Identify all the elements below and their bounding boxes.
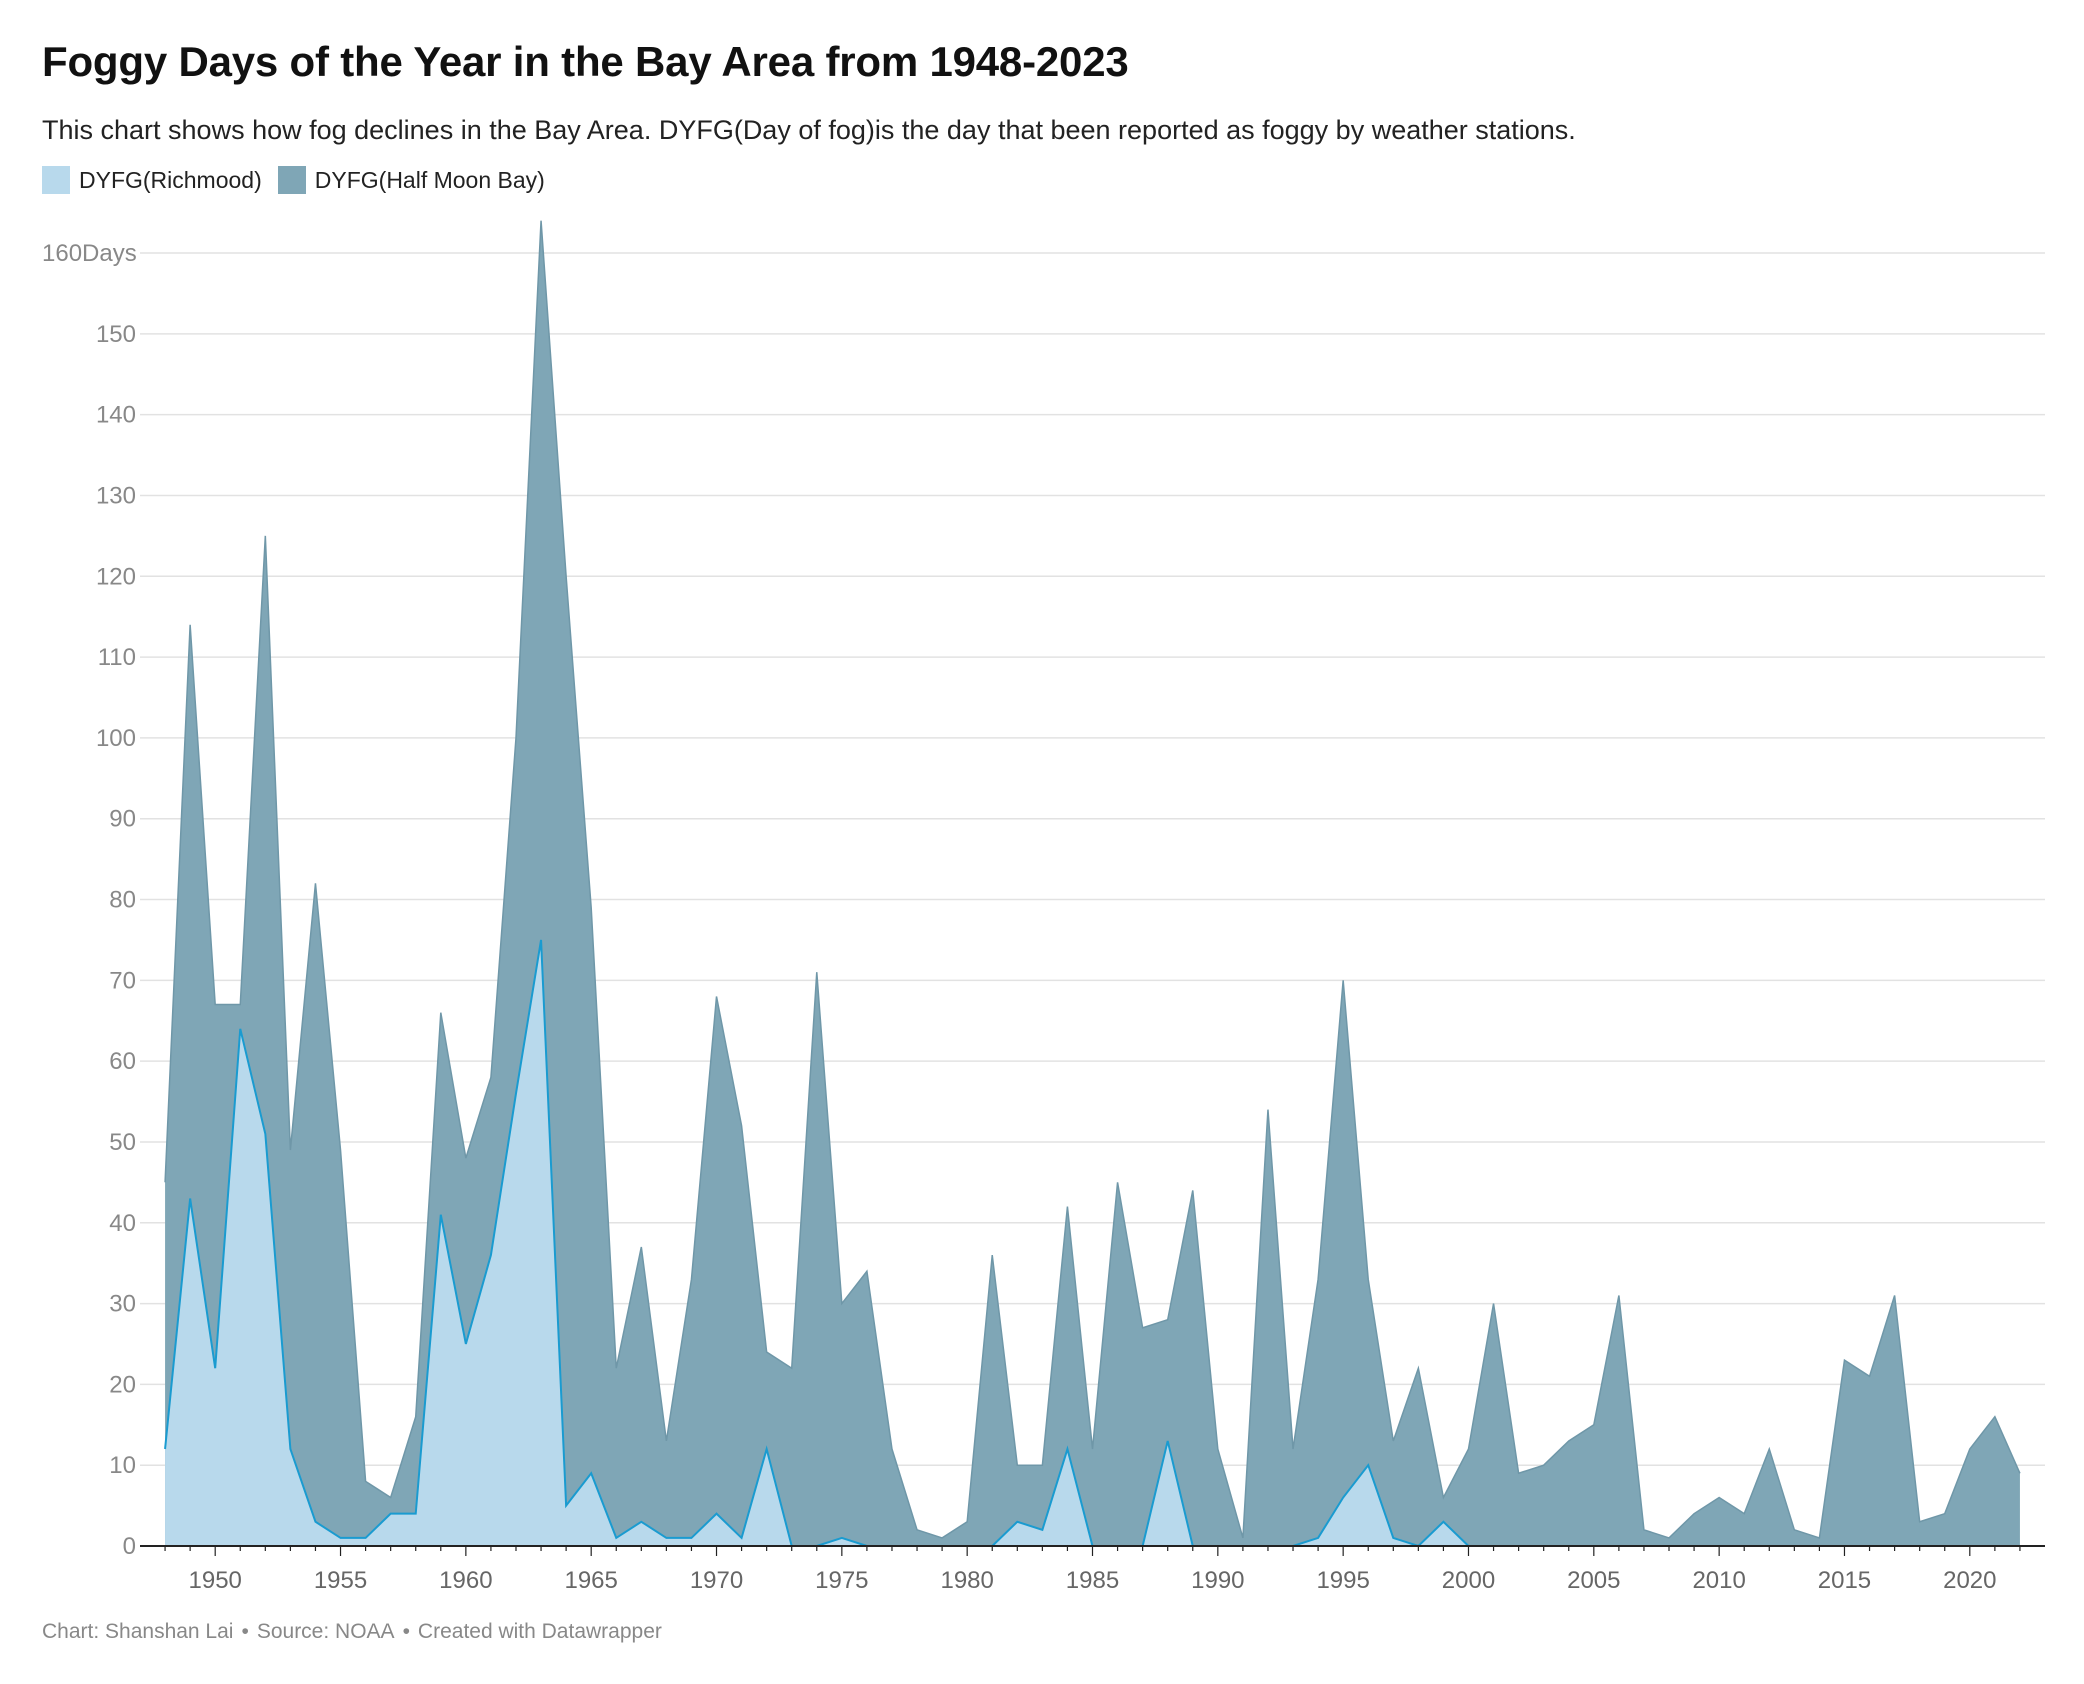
y-tick-label: 30 xyxy=(109,1291,136,1318)
legend-swatch-richmond xyxy=(42,166,70,194)
y-tick-label: 70 xyxy=(109,967,136,994)
x-tick-label: 2005 xyxy=(1567,1567,1620,1594)
legend-swatch-halfmoon xyxy=(277,166,306,194)
y-tick-label: 140 xyxy=(96,402,136,429)
series-line-halfmoon xyxy=(164,220,2021,1539)
footer-source: Source: NOAA xyxy=(256,1620,395,1643)
x-tick-label: 2010 xyxy=(1692,1567,1745,1594)
y-tick-label: 20 xyxy=(109,1371,136,1398)
legend-label-richmond: DYFG(Richmood) xyxy=(79,166,262,193)
y-tick-label: 40 xyxy=(109,1210,136,1237)
footer-separator: • xyxy=(402,1620,410,1643)
y-tick-label: 120 xyxy=(96,563,136,590)
footer-credit: Chart: Shanshan Lai xyxy=(42,1620,234,1643)
x-tick-label: 2020 xyxy=(1943,1567,1996,1594)
chart-footer: Chart: Shanshan Lai • Source: NOAA • Created… xyxy=(42,1620,662,1644)
x-tick-label: 1980 xyxy=(940,1567,993,1594)
x-tick-label: 1995 xyxy=(1316,1567,1369,1594)
y-tick-label: 100 xyxy=(96,725,136,752)
y-tick-label: 0 xyxy=(123,1533,136,1560)
footer-separator: • xyxy=(241,1620,249,1643)
x-tick-label: 1975 xyxy=(815,1567,868,1594)
x-tick-label: 1965 xyxy=(564,1567,617,1594)
x-tick-label: 2015 xyxy=(1818,1567,1871,1594)
y-tick-label: 10 xyxy=(109,1452,136,1479)
y-tick-label: 80 xyxy=(109,887,136,914)
legend: DYFG(Richmood) DYFG(Half Moon Bay) xyxy=(42,166,561,194)
axes: 0 10 20 30 40 50 60 70 80 90 100 110 120 130 140 150 160… xyxy=(42,240,2045,1594)
x-tick-label: 2000 xyxy=(1442,1567,1495,1594)
y-tick-label: 60 xyxy=(109,1048,136,1075)
y-tick-label: 90 xyxy=(109,806,136,833)
series-areas xyxy=(164,220,2021,1548)
x-tick-label: 1990 xyxy=(1191,1567,1244,1594)
chart-title: Foggy Days of the Year in the Bay Area f… xyxy=(42,38,1129,85)
y-tick-label: 50 xyxy=(109,1129,136,1156)
x-tick-label: 1950 xyxy=(189,1567,242,1594)
x-tick-label: 1960 xyxy=(439,1567,492,1594)
y-tick-label: 160Days xyxy=(42,240,137,267)
x-tick-label: 1955 xyxy=(314,1567,367,1594)
legend-label-halfmoon: DYFG(Half Moon Bay) xyxy=(314,166,545,193)
y-tick-label: 110 xyxy=(98,644,136,671)
y-tick-label: 130 xyxy=(96,482,136,509)
footer-tool: Created with Datawrapper xyxy=(417,1620,662,1643)
x-tick-label: 1970 xyxy=(690,1567,743,1594)
x-tick-label: 1985 xyxy=(1066,1567,1119,1594)
series-area-richmond xyxy=(165,939,2020,1546)
legend-item-halfmoon: DYFG(Half Moon Bay) xyxy=(277,166,545,194)
series-area-halfmoon xyxy=(165,220,2020,1546)
legend-item-richmond: DYFG(Richmood) xyxy=(42,166,262,194)
chart-subtitle: This chart shows how fog declines in the… xyxy=(42,115,1576,145)
y-tick-label: 150 xyxy=(96,321,136,348)
